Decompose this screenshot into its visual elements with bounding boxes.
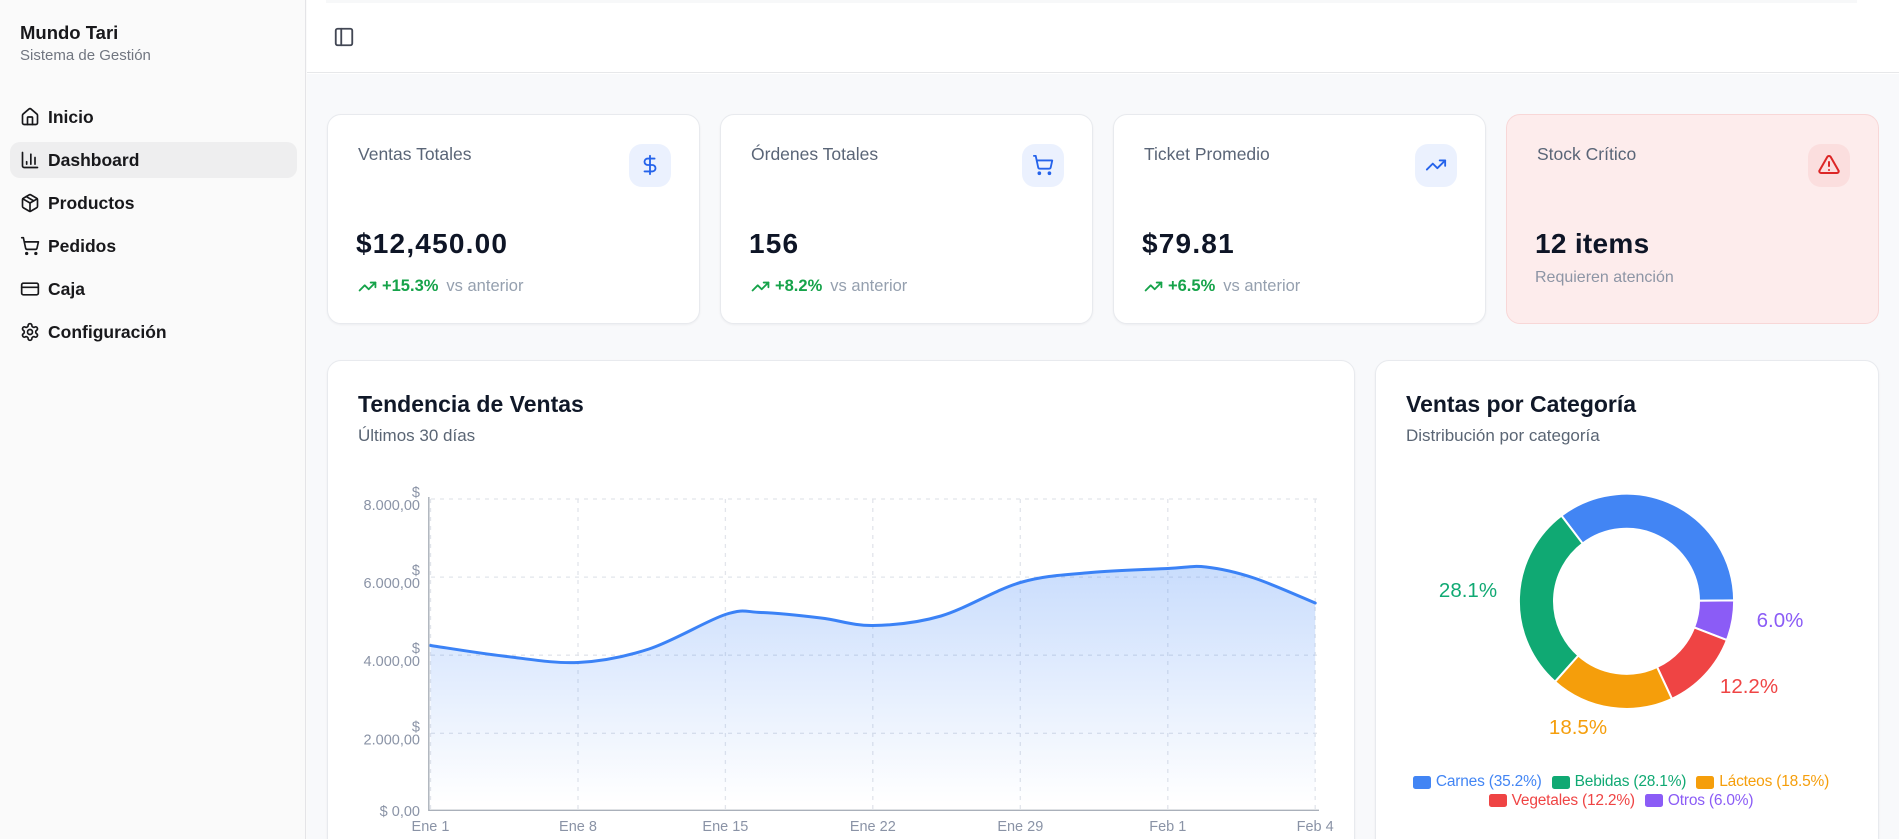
svg-text:$ 0,00: $ 0,00 [380, 804, 420, 820]
svg-text:8.000,00: 8.000,00 [364, 498, 420, 514]
svg-text:$: $ [412, 563, 420, 579]
svg-text:$: $ [412, 485, 420, 501]
svg-text:12.2%: 12.2% [1720, 675, 1778, 698]
svg-text:$: $ [412, 641, 420, 657]
svg-text:Ene 15: Ene 15 [702, 819, 748, 835]
svg-text:$: $ [412, 719, 420, 735]
svg-text:18.5%: 18.5% [1549, 716, 1607, 739]
svg-text:28.1%: 28.1% [1439, 579, 1497, 602]
svg-text:4.000,00: 4.000,00 [364, 654, 420, 670]
svg-text:Ene 29: Ene 29 [997, 819, 1043, 835]
svg-text:Feb 4: Feb 4 [1297, 819, 1334, 835]
svg-text:Ene 1: Ene 1 [412, 819, 450, 835]
svg-text:6.0%: 6.0% [1757, 609, 1804, 632]
svg-text:Feb 1: Feb 1 [1149, 819, 1186, 835]
svg-text:Ene 8: Ene 8 [559, 819, 597, 835]
svg-text:Ene 22: Ene 22 [850, 819, 896, 835]
svg-text:2.000,00: 2.000,00 [364, 732, 420, 748]
svg-text:6.000,00: 6.000,00 [364, 576, 420, 592]
